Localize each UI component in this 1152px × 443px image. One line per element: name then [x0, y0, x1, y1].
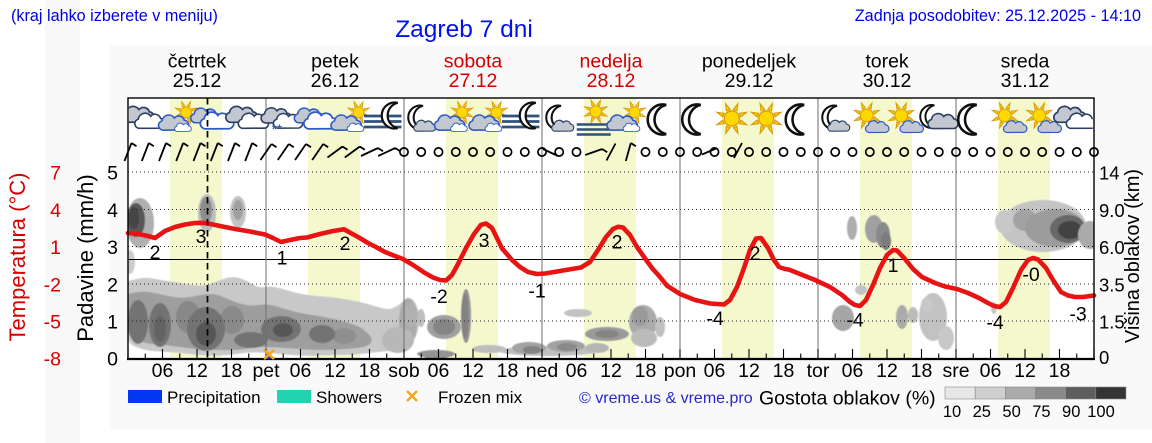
svg-text:Frozen mix: Frozen mix	[438, 388, 523, 407]
svg-text:12: 12	[462, 360, 484, 382]
svg-text:1: 1	[277, 248, 288, 270]
svg-text:18: 18	[911, 360, 933, 382]
svg-text:06: 06	[980, 360, 1002, 382]
svg-text:12: 12	[600, 360, 622, 382]
svg-text:-4: -4	[706, 308, 723, 330]
svg-text:31.12: 31.12	[1001, 70, 1050, 92]
svg-text:25: 25	[973, 403, 991, 421]
svg-text:4: 4	[107, 200, 118, 222]
svg-text:2: 2	[150, 242, 161, 264]
svg-text:14: 14	[1099, 163, 1120, 184]
svg-text:06: 06	[566, 360, 588, 382]
svg-text:29.12: 29.12	[725, 70, 774, 92]
svg-text:06: 06	[842, 360, 864, 382]
svg-text:-2: -2	[430, 286, 447, 308]
svg-text:3: 3	[107, 237, 118, 259]
svg-text:18: 18	[359, 360, 381, 382]
svg-text:10: 10	[943, 403, 961, 421]
svg-text:12: 12	[1014, 360, 1036, 382]
svg-text:90: 90	[1062, 403, 1080, 421]
svg-text:27.12: 27.12	[449, 70, 498, 92]
svg-text:18: 18	[497, 360, 519, 382]
svg-text:06: 06	[152, 360, 174, 382]
svg-text:12: 12	[186, 360, 208, 382]
svg-text:Temperatura (°C): Temperatura (°C)	[5, 173, 30, 342]
svg-text:-5: -5	[44, 312, 61, 334]
svg-text:Precipitation: Precipitation	[167, 388, 261, 407]
svg-text:(kraj lahko izberete v meniju): (kraj lahko izberete v meniju)	[11, 7, 218, 25]
svg-text:25.12: 25.12	[173, 70, 222, 92]
svg-text:06: 06	[428, 360, 450, 382]
svg-text:1: 1	[888, 255, 899, 277]
svg-text:12: 12	[324, 360, 346, 382]
svg-text:Zadnja posodobitev: 25.12.2025: Zadnja posodobitev: 25.12.2025 - 14:10	[855, 7, 1141, 25]
svg-text:6.0: 6.0	[1099, 237, 1125, 258]
svg-text:4: 4	[50, 200, 61, 222]
svg-text:pon: pon	[664, 360, 697, 382]
svg-text:75: 75	[1032, 403, 1050, 421]
svg-text:petek: petek	[311, 51, 359, 73]
svg-text:0: 0	[1099, 347, 1109, 368]
svg-text:tor: tor	[807, 360, 830, 382]
svg-text:Gostota oblakov (%): Gostota oblakov (%)	[759, 388, 936, 410]
svg-text:0: 0	[107, 349, 118, 371]
svg-text:Zagreb 7 dni: Zagreb 7 dni	[395, 16, 533, 43]
svg-text:12: 12	[738, 360, 760, 382]
svg-text:sre: sre	[942, 360, 969, 382]
svg-text:3: 3	[196, 226, 207, 248]
svg-text:12: 12	[876, 360, 898, 382]
svg-text:**: **	[272, 123, 282, 137]
svg-text:2: 2	[612, 232, 623, 254]
svg-text:18: 18	[1049, 360, 1071, 382]
svg-text:06: 06	[290, 360, 312, 382]
svg-text:-1: -1	[528, 281, 545, 303]
svg-text:2: 2	[107, 275, 118, 297]
svg-text:18: 18	[773, 360, 795, 382]
svg-text:-3: -3	[1069, 304, 1086, 326]
svg-text:-4: -4	[846, 310, 863, 332]
svg-text:5: 5	[107, 163, 118, 185]
svg-text:7: 7	[50, 163, 61, 185]
svg-text:3: 3	[479, 230, 490, 252]
svg-text:-2: -2	[44, 275, 61, 297]
svg-text:100: 100	[1087, 403, 1115, 421]
svg-text:nedelja: nedelja	[580, 51, 643, 73]
svg-text:50: 50	[1002, 403, 1020, 421]
svg-text:ponedeljek: ponedeljek	[702, 51, 797, 73]
svg-text:sobota: sobota	[444, 51, 503, 73]
svg-text:26.12: 26.12	[311, 70, 360, 92]
svg-text:-8: -8	[44, 349, 61, 371]
svg-text:1: 1	[107, 312, 118, 334]
svg-text:četrtek: četrtek	[168, 51, 227, 73]
svg-text:30.12: 30.12	[863, 70, 912, 92]
svg-text:9.0: 9.0	[1099, 200, 1125, 221]
svg-text:06: 06	[704, 360, 726, 382]
svg-text:Višina oblakov (km): Višina oblakov (km)	[1122, 169, 1144, 343]
svg-text:3.5: 3.5	[1099, 275, 1125, 296]
svg-text:2: 2	[750, 243, 761, 265]
svg-text:Padavine (mm/h): Padavine (mm/h)	[73, 174, 98, 342]
svg-text:pet: pet	[252, 360, 280, 382]
svg-text:2: 2	[340, 233, 351, 255]
svg-text:torek: torek	[865, 51, 909, 73]
svg-text:1: 1	[50, 237, 61, 259]
svg-text:18: 18	[635, 360, 657, 382]
svg-text:ned: ned	[526, 360, 559, 382]
svg-text:Showers: Showers	[316, 388, 382, 407]
svg-text:1.5: 1.5	[1099, 312, 1125, 333]
svg-text:© vreme.us & vreme.pro: © vreme.us & vreme.pro	[579, 390, 753, 407]
svg-text:-4: -4	[986, 312, 1003, 334]
svg-text:28.12: 28.12	[587, 70, 636, 92]
svg-text:18: 18	[221, 360, 243, 382]
svg-text:sob: sob	[388, 360, 420, 382]
svg-text:-0: -0	[1022, 264, 1039, 286]
svg-text:sreda: sreda	[1001, 51, 1050, 73]
